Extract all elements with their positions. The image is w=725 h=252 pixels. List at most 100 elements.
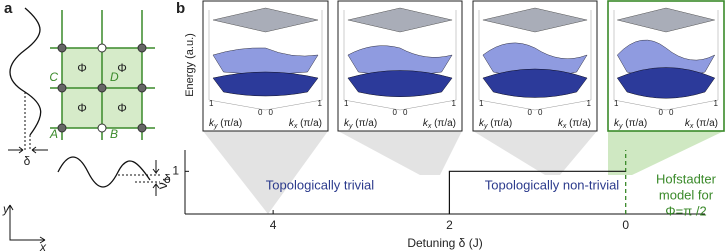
k-unit: (π/a) — [434, 118, 456, 129]
band-bottom — [616, 67, 716, 99]
axis-label: y — [2, 202, 10, 216]
inset-tick-label: 1 — [452, 99, 457, 108]
projection-wedge — [203, 131, 328, 214]
band-top — [617, 7, 715, 33]
inset-tick-label: 0 — [669, 108, 674, 117]
inset-tick-label: 0 — [528, 108, 533, 117]
ylabel-symbol: ν — [154, 182, 170, 189]
site-label: C — [49, 70, 58, 84]
k-subscript: x — [293, 123, 298, 130]
k-symbol: k — [479, 118, 485, 129]
inset-axis-label: ky (π/a) — [614, 118, 647, 130]
inset-tick-label: 1 — [587, 99, 592, 108]
flux-label: Φ — [117, 101, 127, 115]
delta-label: δ — [24, 154, 31, 168]
k-unit: (π/a) — [625, 118, 647, 129]
band-top — [482, 7, 588, 33]
flux-label: Φ — [117, 61, 127, 75]
inset-tick-label: 0 — [393, 108, 398, 117]
site-label: B — [110, 127, 118, 141]
inset-box-axes — [208, 10, 323, 111]
inset-axis-label: kx (π/a) — [289, 118, 322, 130]
panel-label: a — [4, 0, 13, 17]
inset-tick-label: 0 — [258, 108, 263, 117]
k-unit: (π/a) — [569, 118, 591, 129]
k-unit: (π/a) — [490, 118, 512, 129]
inset-tick-label: 0 — [269, 108, 274, 117]
inset-box-axes — [613, 10, 719, 111]
annotation: Topologically trivial — [266, 177, 374, 192]
k-symbol: k — [209, 118, 215, 129]
inset-box-axes — [343, 10, 457, 111]
inset-tick-label: 1 — [479, 99, 484, 108]
k-unit: (π/a) — [220, 118, 242, 129]
annotation: Φ=π /2 — [665, 203, 706, 218]
inset-box-axes — [478, 10, 592, 111]
step-line — [448, 170, 626, 214]
k-subscript: x — [562, 123, 567, 130]
x-tick-label: 2 — [446, 218, 453, 232]
k-subscript: y — [348, 123, 353, 130]
flux-label: Φ — [77, 61, 87, 75]
k-unit: (π/a) — [300, 118, 322, 129]
k-subscript: y — [483, 123, 488, 130]
y-axis-label: ν1 — [154, 176, 173, 189]
site-label: D — [110, 70, 119, 84]
lattice — [50, 10, 155, 140]
band-bottom — [347, 70, 453, 97]
flux-label: Φ — [77, 101, 87, 115]
potential-wave — [57, 156, 151, 188]
axes-arrows — [6, 204, 46, 244]
k-subscript: y — [213, 123, 218, 130]
k-subscript: y — [618, 123, 623, 130]
projection-wedge — [338, 131, 462, 175]
annotation: Hofstadter — [656, 171, 717, 186]
annotation: model for — [659, 187, 714, 202]
inset-axis-label: ky (π/a) — [344, 118, 377, 130]
k-symbol: k — [558, 118, 564, 129]
x-tick-label: 4 — [270, 218, 277, 232]
delta-label: δ — [164, 172, 171, 186]
annotation: Topologically non-trivial — [485, 177, 620, 192]
inset-tick-label: 1 — [344, 99, 349, 108]
energy-axis-label: Energy (a.u.) — [184, 33, 196, 97]
projection-wedge — [473, 131, 597, 175]
inset-tick-label: 1 — [714, 99, 719, 108]
k-subscript: x — [427, 123, 432, 130]
inset-axis-label: kx (π/a) — [423, 118, 456, 130]
inset-axis-label: ky (π/a) — [479, 118, 512, 130]
k-symbol: k — [423, 118, 429, 129]
panel-label: b — [176, 0, 185, 17]
k-unit: (π/a) — [355, 118, 377, 129]
delta-arrows — [8, 146, 48, 154]
inset-tick-label: 0 — [538, 108, 543, 117]
inset-axis-label: ky (π/a) — [209, 118, 242, 130]
delta-arrows — [152, 160, 160, 196]
band-top — [347, 7, 453, 33]
x-tick-label: 0 — [622, 218, 629, 232]
inset-axis-label: kx (π/a) — [558, 118, 591, 130]
y-tick-label: 1 — [172, 164, 179, 178]
potential-wave — [9, 7, 42, 136]
inset-tick-label: 1 — [318, 99, 323, 108]
band-bottom — [482, 68, 588, 98]
band-bottom — [212, 71, 319, 97]
plot: 4 2 0 1 Detuning δ (J) ν1 Topologically trivia… — [154, 150, 717, 250]
inset-tick-label: 0 — [403, 108, 408, 117]
k-subscript: x — [689, 123, 694, 130]
k-symbol: k — [685, 118, 691, 129]
inset-tick-label: 0 — [659, 108, 664, 117]
ylabel-subscript: 1 — [162, 176, 173, 182]
axis-label: x — [39, 240, 47, 252]
inset-tick-label: 1 — [614, 99, 619, 108]
inset-axis-label: kx (π/a) — [685, 118, 718, 130]
site-label: A — [49, 127, 58, 141]
k-unit: (π/a) — [696, 118, 718, 129]
k-symbol: k — [344, 118, 350, 129]
k-symbol: k — [289, 118, 295, 129]
inset-tick-label: 1 — [209, 99, 214, 108]
k-symbol: k — [614, 118, 620, 129]
band-top — [212, 7, 319, 33]
